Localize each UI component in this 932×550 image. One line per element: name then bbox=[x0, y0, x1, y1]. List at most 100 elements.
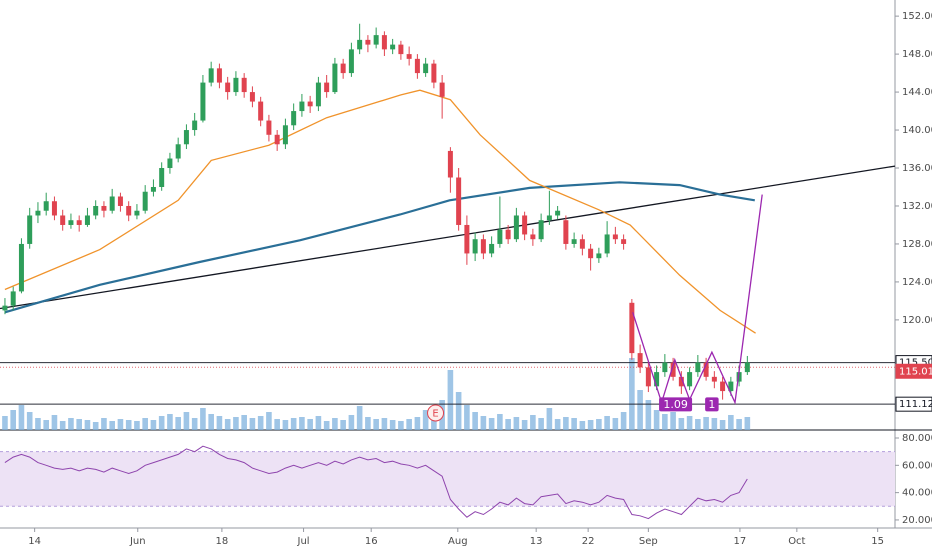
candle-body bbox=[439, 82, 445, 97]
candle-body bbox=[258, 101, 264, 121]
volume-bar bbox=[117, 419, 124, 430]
candle-body bbox=[414, 58, 420, 74]
volume-bar bbox=[142, 418, 148, 430]
volume-bar bbox=[35, 418, 41, 430]
candle-body bbox=[530, 234, 536, 240]
volume-bar bbox=[521, 420, 528, 430]
volume-bar bbox=[678, 418, 685, 430]
volume-bar bbox=[728, 415, 734, 430]
volume-bar bbox=[488, 418, 495, 430]
candle-body bbox=[27, 215, 33, 244]
candle-body bbox=[340, 63, 346, 74]
candle-body bbox=[612, 234, 618, 240]
volume-bar bbox=[554, 419, 561, 430]
candle-body bbox=[167, 158, 173, 169]
volume-bar bbox=[356, 406, 363, 430]
candle-body bbox=[60, 215, 66, 225]
candle-body bbox=[35, 210, 41, 216]
volume-bar bbox=[241, 415, 247, 430]
candle-body bbox=[183, 130, 189, 145]
x-tick-label: 17 bbox=[734, 536, 747, 547]
pattern-label: 1.09 bbox=[659, 397, 693, 412]
rsi-tick-label: 60.0000 bbox=[902, 460, 932, 471]
rsi-tick-label: 20.0000 bbox=[902, 515, 932, 526]
volume-bar bbox=[323, 421, 330, 430]
candle-body bbox=[76, 220, 82, 225]
level-label: 115.50 bbox=[899, 358, 932, 369]
volume-bar bbox=[398, 421, 404, 430]
candle-body bbox=[472, 239, 478, 254]
candle-body bbox=[241, 77, 247, 93]
candle-body bbox=[637, 353, 643, 368]
ma50-line bbox=[4, 89, 756, 334]
volume-bar bbox=[695, 419, 701, 430]
volume-bar bbox=[579, 421, 586, 430]
candle-body bbox=[744, 362, 750, 373]
candle-body bbox=[489, 243, 495, 254]
candle-body bbox=[629, 302, 635, 354]
volume-bar bbox=[18, 405, 25, 430]
candle-body bbox=[291, 111, 297, 126]
level-label-box bbox=[895, 363, 932, 379]
volume-bar bbox=[422, 410, 429, 430]
candle-body bbox=[249, 92, 255, 102]
candle-body bbox=[51, 201, 57, 216]
candle-body bbox=[497, 229, 503, 244]
volume-bar bbox=[596, 419, 602, 430]
volume-bar bbox=[711, 418, 718, 430]
candle-body bbox=[315, 82, 321, 107]
volume-bar bbox=[51, 415, 58, 430]
candle-body bbox=[588, 248, 594, 259]
candle-body bbox=[711, 376, 717, 382]
volume-bar bbox=[59, 421, 66, 430]
candle-body bbox=[159, 168, 165, 187]
candle-body bbox=[423, 63, 429, 74]
candle-body bbox=[390, 44, 396, 50]
candle-body bbox=[208, 68, 214, 83]
volume-bar bbox=[224, 419, 231, 430]
candle-body bbox=[332, 63, 338, 93]
volume-bar bbox=[134, 421, 140, 430]
candle-body bbox=[654, 372, 660, 387]
candle-body bbox=[596, 253, 602, 259]
volume-bar bbox=[183, 412, 190, 430]
candle-body bbox=[373, 35, 379, 45]
candle-body bbox=[522, 215, 528, 235]
y-tick-label: 128.00 bbox=[902, 239, 932, 250]
candle-body bbox=[43, 201, 49, 211]
pattern-label-text: 1.09 bbox=[663, 398, 688, 411]
y-tick-label: 148.00 bbox=[902, 49, 932, 60]
candle-body bbox=[150, 186, 156, 192]
volume-bar bbox=[101, 418, 107, 430]
candle-body bbox=[579, 239, 585, 249]
volume-bar bbox=[315, 416, 322, 430]
volume-bar bbox=[472, 412, 478, 430]
candle-body bbox=[720, 381, 726, 392]
volume-bar bbox=[175, 417, 181, 430]
volume-bar bbox=[455, 392, 462, 430]
candle-body bbox=[233, 77, 239, 93]
pattern-label: 1 bbox=[705, 397, 719, 412]
candle-body bbox=[662, 362, 668, 373]
volume-bar bbox=[290, 418, 297, 430]
candle-body bbox=[736, 372, 742, 382]
trend-line bbox=[0, 165, 896, 310]
volume-bar bbox=[414, 417, 421, 430]
candle-body bbox=[109, 196, 115, 211]
level-label-box bbox=[895, 396, 932, 412]
volume-bar bbox=[365, 417, 371, 430]
volume-bar bbox=[125, 420, 132, 430]
volume-bar bbox=[736, 419, 742, 430]
volume-bar bbox=[150, 420, 157, 430]
pattern-label-box bbox=[705, 397, 719, 412]
candle-body bbox=[365, 39, 371, 45]
volume-bar bbox=[257, 416, 264, 430]
volume-bar bbox=[84, 420, 91, 430]
volume-bar bbox=[208, 414, 214, 430]
y-tick-label: 152.00 bbox=[902, 11, 932, 22]
candle-body bbox=[480, 239, 486, 254]
volume-bar bbox=[629, 358, 635, 430]
candle-body bbox=[538, 220, 544, 240]
y-tick-label: 120.00 bbox=[902, 315, 932, 326]
